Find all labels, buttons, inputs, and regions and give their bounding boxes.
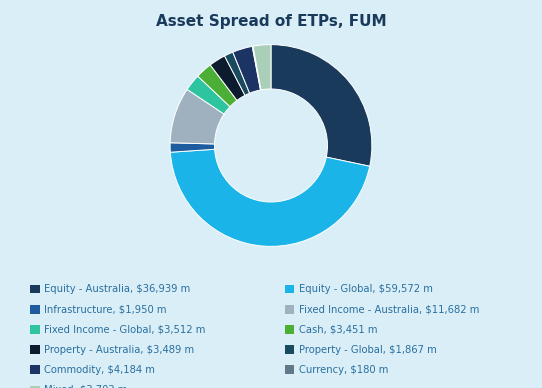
Wedge shape — [271, 45, 372, 166]
Text: Cash, $3,451 m: Cash, $3,451 m — [299, 324, 377, 334]
Wedge shape — [253, 45, 271, 90]
Text: Infrastructure, $1,950 m: Infrastructure, $1,950 m — [44, 304, 166, 314]
Text: Fixed Income - Australia, $11,682 m: Fixed Income - Australia, $11,682 m — [299, 304, 479, 314]
Text: Equity - Global, $59,572 m: Equity - Global, $59,572 m — [299, 284, 433, 294]
Wedge shape — [170, 143, 215, 152]
Text: Commodity, $4,184 m: Commodity, $4,184 m — [44, 365, 155, 375]
Text: Mixed, $3,703 m: Mixed, $3,703 m — [44, 385, 127, 388]
Wedge shape — [252, 46, 261, 90]
Text: Property - Global, $1,867 m: Property - Global, $1,867 m — [299, 345, 436, 355]
Wedge shape — [170, 149, 370, 246]
Text: Property - Australia, $3,489 m: Property - Australia, $3,489 m — [44, 345, 194, 355]
Wedge shape — [198, 65, 237, 107]
Wedge shape — [170, 89, 224, 144]
Text: Equity - Australia, $36,939 m: Equity - Australia, $36,939 m — [44, 284, 190, 294]
Wedge shape — [210, 56, 245, 100]
Text: Asset Spread of ETPs, FUM: Asset Spread of ETPs, FUM — [156, 14, 386, 29]
Wedge shape — [224, 52, 250, 95]
Wedge shape — [187, 76, 230, 114]
Text: Currency, $180 m: Currency, $180 m — [299, 365, 388, 375]
Text: Fixed Income - Global, $3,512 m: Fixed Income - Global, $3,512 m — [44, 324, 205, 334]
Wedge shape — [233, 47, 261, 93]
